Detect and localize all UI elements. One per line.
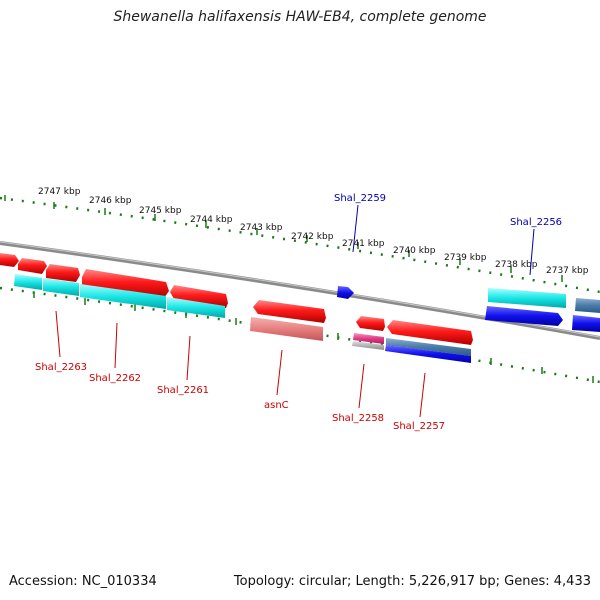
gene-labels: Shal_2259 Shal_2256 Shal_2263 Shal_2262 … xyxy=(35,193,562,432)
cds-arrow-blue[interactable] xyxy=(485,306,563,326)
cds-bar-steel[interactable] xyxy=(575,298,600,313)
gene-label-shal-2256[interactable]: Shal_2256 xyxy=(510,217,562,228)
ruler-labels: 2747 kbp 2746 kbp 2745 kbp 2744 kbp 2743… xyxy=(38,187,589,276)
ruler-label: 2741 kbp xyxy=(342,239,385,249)
cds-bar-blue[interactable] xyxy=(385,345,471,363)
gene-label-shal-2259[interactable]: Shal_2259 xyxy=(334,193,386,204)
genome-backbone xyxy=(0,241,600,340)
gene-label-shal-2262[interactable]: Shal_2262 xyxy=(89,373,141,384)
leader-lines-top xyxy=(352,204,535,276)
forward-gene-arrow[interactable] xyxy=(82,269,169,298)
accession-text: Accession: NC_010334 xyxy=(9,574,157,589)
cds-bar-pale-red[interactable] xyxy=(250,317,323,341)
gene-label-shal-2257[interactable]: Shal_2257 xyxy=(393,421,445,432)
gene-label-shal-2263[interactable]: Shal_2263 xyxy=(35,362,87,373)
ruler-label: 2746 kbp xyxy=(89,196,132,206)
ruler-label: 2738 kbp xyxy=(495,260,538,270)
forward-gene-arrow[interactable] xyxy=(170,285,228,308)
leader-lines-bottom xyxy=(55,310,426,418)
forward-gene-arrow[interactable] xyxy=(18,258,47,274)
genome-title: Shewanella halifaxensis HAW-EB4, complet… xyxy=(113,9,487,25)
ruler-label: 2743 kbp xyxy=(240,223,283,233)
cds-bar-cyan[interactable] xyxy=(43,278,79,296)
gene-label-asnc[interactable]: asnC xyxy=(264,400,289,411)
ruler-label: 2737 kbp xyxy=(546,266,589,276)
cds-bar-cyan[interactable] xyxy=(14,274,42,290)
forward-gene-arrow[interactable] xyxy=(46,264,80,282)
ruler-label: 2747 kbp xyxy=(38,187,81,197)
ruler-label: 2745 kbp xyxy=(139,206,182,216)
forward-gene-arrow[interactable] xyxy=(0,253,19,267)
ruler-label: 2739 kbp xyxy=(444,253,487,263)
cds-bar-cyan[interactable] xyxy=(167,297,225,318)
forward-gene-arrow[interactable] xyxy=(387,320,473,345)
cds-track xyxy=(14,274,600,363)
forward-gene-arrow[interactable] xyxy=(253,300,326,323)
outer-ruler xyxy=(0,195,600,294)
ruler-label: 2744 kbp xyxy=(190,215,233,225)
forward-strand xyxy=(0,253,473,345)
gene-label-shal-2258[interactable]: Shal_2258 xyxy=(332,413,384,424)
genome-summary-text: Topology: circular; Length: 5,226,917 bp… xyxy=(233,574,591,589)
cds-bar-cyan[interactable] xyxy=(488,288,566,308)
forward-gene-arrow[interactable] xyxy=(356,316,385,331)
ruler-label: 2740 kbp xyxy=(393,246,436,256)
cds-bar-cyan[interactable] xyxy=(80,284,166,309)
cds-bar-pink[interactable] xyxy=(353,333,384,344)
cds-bar-blue[interactable] xyxy=(572,315,600,332)
ruler-label: 2742 kbp xyxy=(291,232,334,242)
cds-bar-grey[interactable] xyxy=(352,341,384,350)
cds-bar-steel[interactable] xyxy=(386,338,471,356)
gene-label-shal-2261[interactable]: Shal_2261 xyxy=(157,385,209,396)
forward-gene-small-blue[interactable] xyxy=(337,286,354,299)
